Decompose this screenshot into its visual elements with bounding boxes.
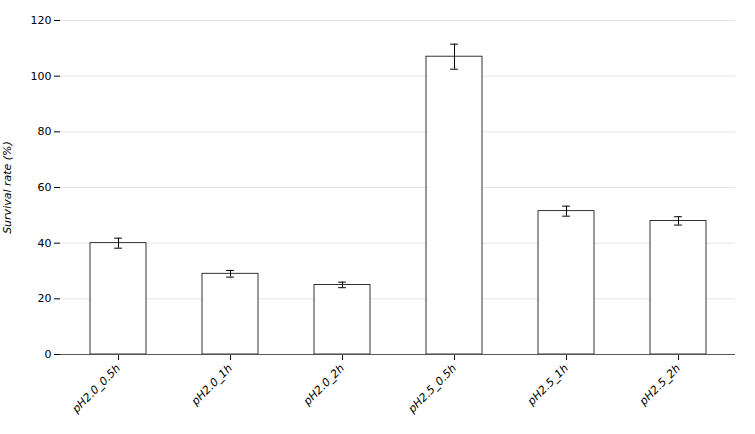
svg-text:Survival rate (%): Survival rate (%) (1, 141, 14, 234)
svg-text:20: 20 (38, 292, 52, 305)
svg-text:100: 100 (31, 70, 52, 83)
svg-text:60: 60 (38, 181, 52, 194)
svg-text:120: 120 (31, 14, 52, 27)
svg-text:pH2.5_0.5h: pH2.5_0.5h (405, 362, 459, 416)
svg-text:40: 40 (38, 237, 52, 250)
svg-text:0: 0 (45, 348, 52, 361)
svg-text:pH2.5_1h: pH2.5_1h (524, 362, 571, 409)
svg-text:pH2.0_2h: pH2.0_2h (300, 362, 347, 409)
svg-text:pH2.5_2h: pH2.5_2h (636, 362, 683, 409)
svg-text:pH2.0_0.5h: pH2.0_0.5h (69, 362, 123, 416)
svg-text:80: 80 (38, 125, 52, 138)
svg-text:pH2.0_1h: pH2.0_1h (188, 362, 235, 409)
